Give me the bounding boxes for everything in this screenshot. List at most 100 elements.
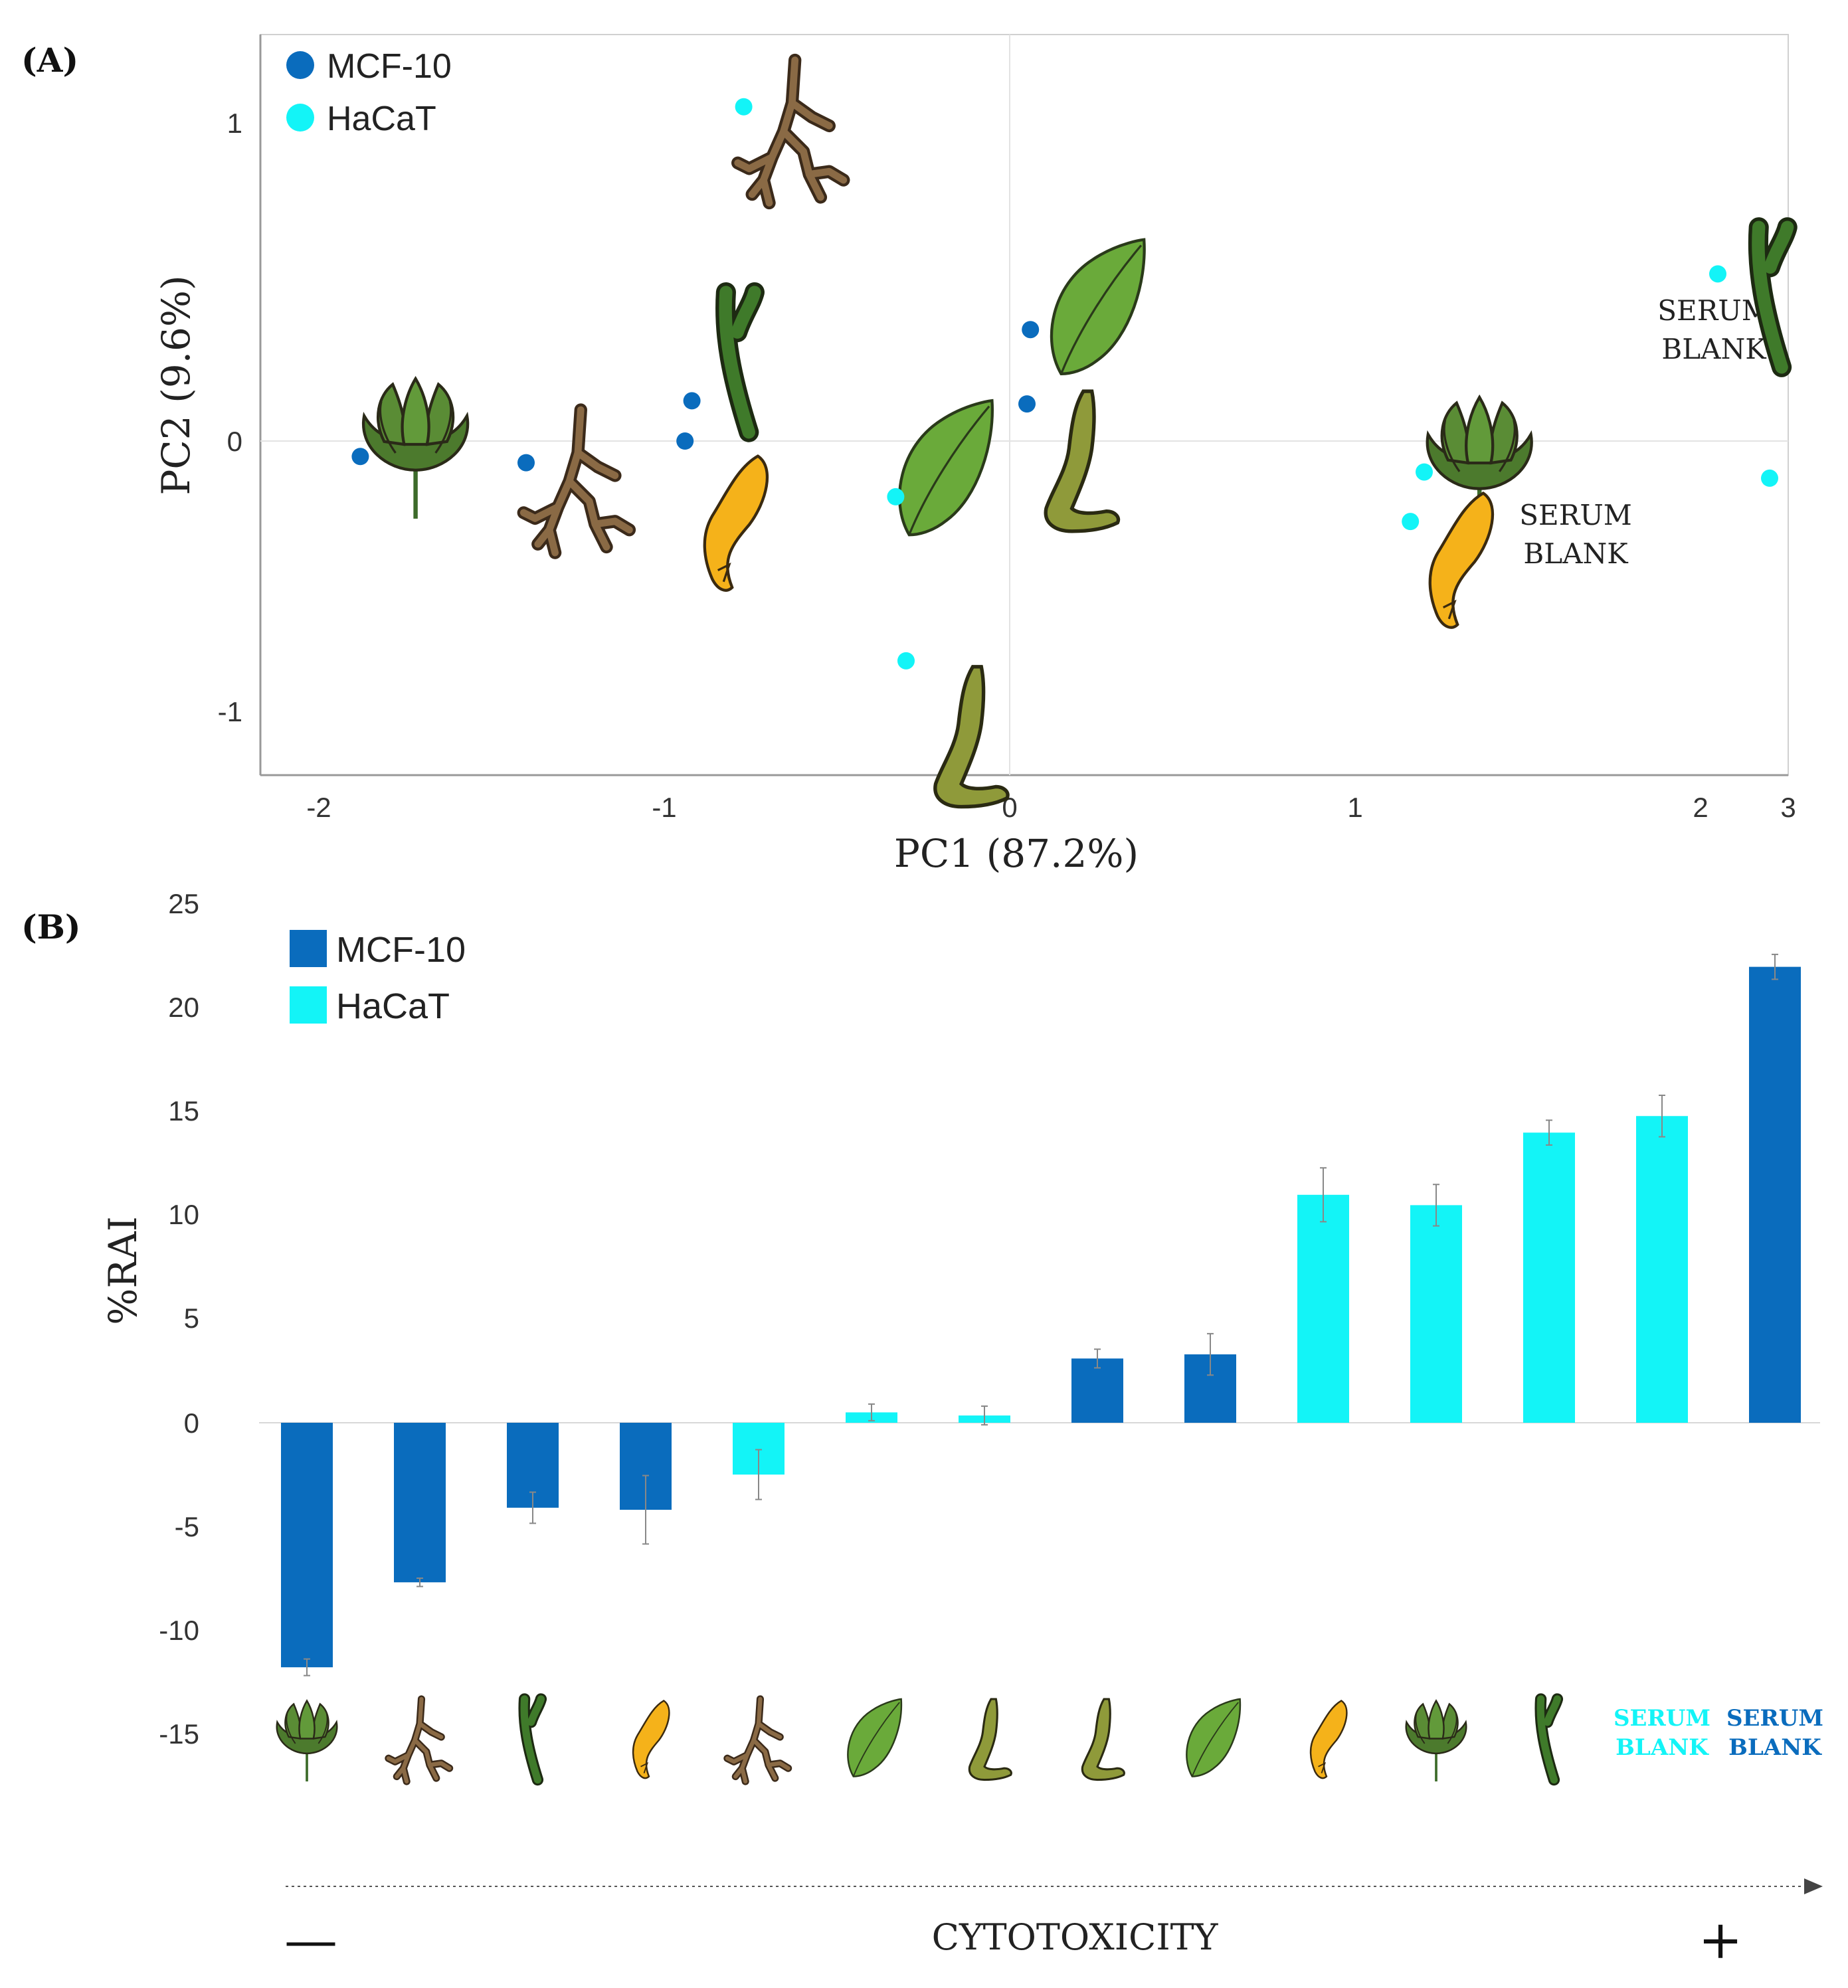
bar-mcf10 [281, 1423, 333, 1668]
flower-head-icon [1426, 394, 1533, 537]
pca-plot: -2 -1 0 1 2 3 1 0 -1 PC1 (87.2%) PC2 (9.… [153, 34, 1798, 876]
pca-point-mcf10 [351, 448, 369, 466]
pca-y-axis-title: PC2 (9.6%) [153, 275, 199, 495]
panel-a-label: (A) [21, 41, 78, 80]
pca-point-hacat [897, 652, 915, 670]
leaf-icon [1050, 238, 1146, 376]
pca-point-mcf10 [517, 454, 535, 472]
pca-ytick: 1 [227, 108, 242, 139]
pca-point-mcf10 [1022, 321, 1040, 339]
pca-xtick: 1 [1347, 792, 1362, 823]
pca-ytick: 0 [227, 426, 242, 457]
rhizome-icon [1081, 1698, 1125, 1781]
leaf-icon [898, 399, 994, 537]
bar-hacat [1636, 1116, 1688, 1423]
bar-ytick: 5 [184, 1303, 199, 1334]
root-icon [731, 53, 850, 210]
rhizome-icon [1044, 389, 1121, 533]
pca-xtick: 3 [1780, 792, 1796, 823]
category-label: SERUM [1726, 1705, 1823, 1732]
rhizome-icon [933, 665, 1010, 809]
bar-mcf10 [1749, 966, 1801, 1423]
pca-point-hacat [887, 488, 905, 505]
yellow-petal-icon [703, 454, 769, 592]
pca-point-hacat [735, 98, 753, 116]
pca-xtick: 2 [1693, 792, 1708, 823]
legend-hacat-label: HaCaT [327, 100, 436, 138]
error-bar [1659, 1095, 1665, 1138]
error-bar [1546, 1119, 1552, 1146]
legend-hacat-swatch [290, 986, 327, 1024]
cytotoxicity-label: CYTOTOXICITY [932, 1916, 1219, 1958]
pca-annotation-line: BLANK [1661, 333, 1767, 365]
error-bar [1772, 953, 1778, 980]
stem-icon [1748, 217, 1798, 377]
legend-mcf10-swatch [290, 930, 327, 967]
error-bar [529, 1491, 536, 1524]
error-bar [416, 1578, 423, 1587]
pca-annotation: SERUM BLANK [1519, 499, 1631, 570]
legend-mcf10-marker [286, 51, 314, 79]
legend-hacat-marker [286, 104, 314, 132]
category-label: BLANK [1728, 1734, 1822, 1761]
bar-ytick: 15 [168, 1095, 199, 1127]
pca-xtick: -1 [652, 792, 676, 823]
pca-point-hacat [1416, 463, 1433, 481]
yellow-petal-icon [1309, 1700, 1348, 1779]
bar-ytick: 10 [168, 1199, 199, 1230]
error-bar [1094, 1348, 1101, 1369]
root-icon [723, 1695, 792, 1785]
bar-y-axis-title: %RAI [100, 1216, 145, 1325]
error-bar [755, 1449, 762, 1500]
stem-icon [1534, 1693, 1564, 1786]
pca-point-mcf10 [1018, 395, 1036, 413]
pca-annotation-line: SERUM [1519, 499, 1631, 531]
category-label: SERUM [1614, 1705, 1710, 1732]
legend-mcf10-label: MCF-10 [336, 930, 466, 970]
pca-plant-icons [361, 53, 1798, 809]
bar-plot: 25 20 15 10 5 0 -5 -10 -15 %RAI MCF-10 H… [100, 888, 1823, 1971]
pca-x-axis-title: PC1 (87.2%) [894, 831, 1139, 876]
bar-ytick: -15 [159, 1718, 199, 1750]
error-bar [304, 1658, 310, 1676]
bars [281, 953, 1801, 1676]
pca-ytick: -1 [218, 696, 242, 727]
error-bar [1320, 1167, 1327, 1223]
stem-icon [715, 282, 765, 442]
flower-head-icon [276, 1699, 338, 1782]
bar-hacat [1523, 1132, 1575, 1423]
pca-annotation-line: SERUM [1657, 294, 1770, 327]
error-bar [981, 1405, 988, 1426]
yellow-petal-icon [632, 1700, 670, 1779]
flower-head-icon [1405, 1699, 1467, 1782]
pca-legend: MCF-10 HaCaT [286, 47, 452, 138]
category-label: BLANK [1616, 1734, 1709, 1761]
legend-mcf10-label: MCF-10 [327, 47, 452, 86]
flower-head-icon [361, 375, 470, 519]
minus-sign: — [284, 1909, 337, 1971]
bar-mcf10 [1071, 1358, 1123, 1423]
error-bar [642, 1475, 649, 1545]
bar-ytick: 0 [184, 1407, 199, 1439]
pca-xtick: -2 [306, 792, 331, 823]
bar-mcf10 [394, 1423, 446, 1583]
bar-legend: MCF-10 HaCaT [290, 930, 466, 1026]
bar-ytick: 25 [168, 888, 199, 919]
error-bar [868, 1403, 875, 1421]
root-icon [385, 1695, 454, 1785]
pca-point-hacat [1402, 513, 1420, 531]
root-icon [517, 403, 636, 559]
stem-icon [518, 1693, 547, 1786]
pca-point-hacat [1761, 469, 1778, 487]
bar-ytick: -5 [175, 1511, 199, 1542]
yellow-petal-icon [1428, 492, 1495, 629]
pca-point-hacat [1709, 265, 1726, 283]
error-bar [1433, 1184, 1439, 1227]
pca-point-mcf10 [683, 392, 701, 410]
pca-annotation-line: BLANK [1523, 537, 1629, 570]
rhizome-icon [968, 1698, 1012, 1781]
pca-points [351, 98, 1778, 670]
plus-sign: + [1698, 1909, 1742, 1971]
